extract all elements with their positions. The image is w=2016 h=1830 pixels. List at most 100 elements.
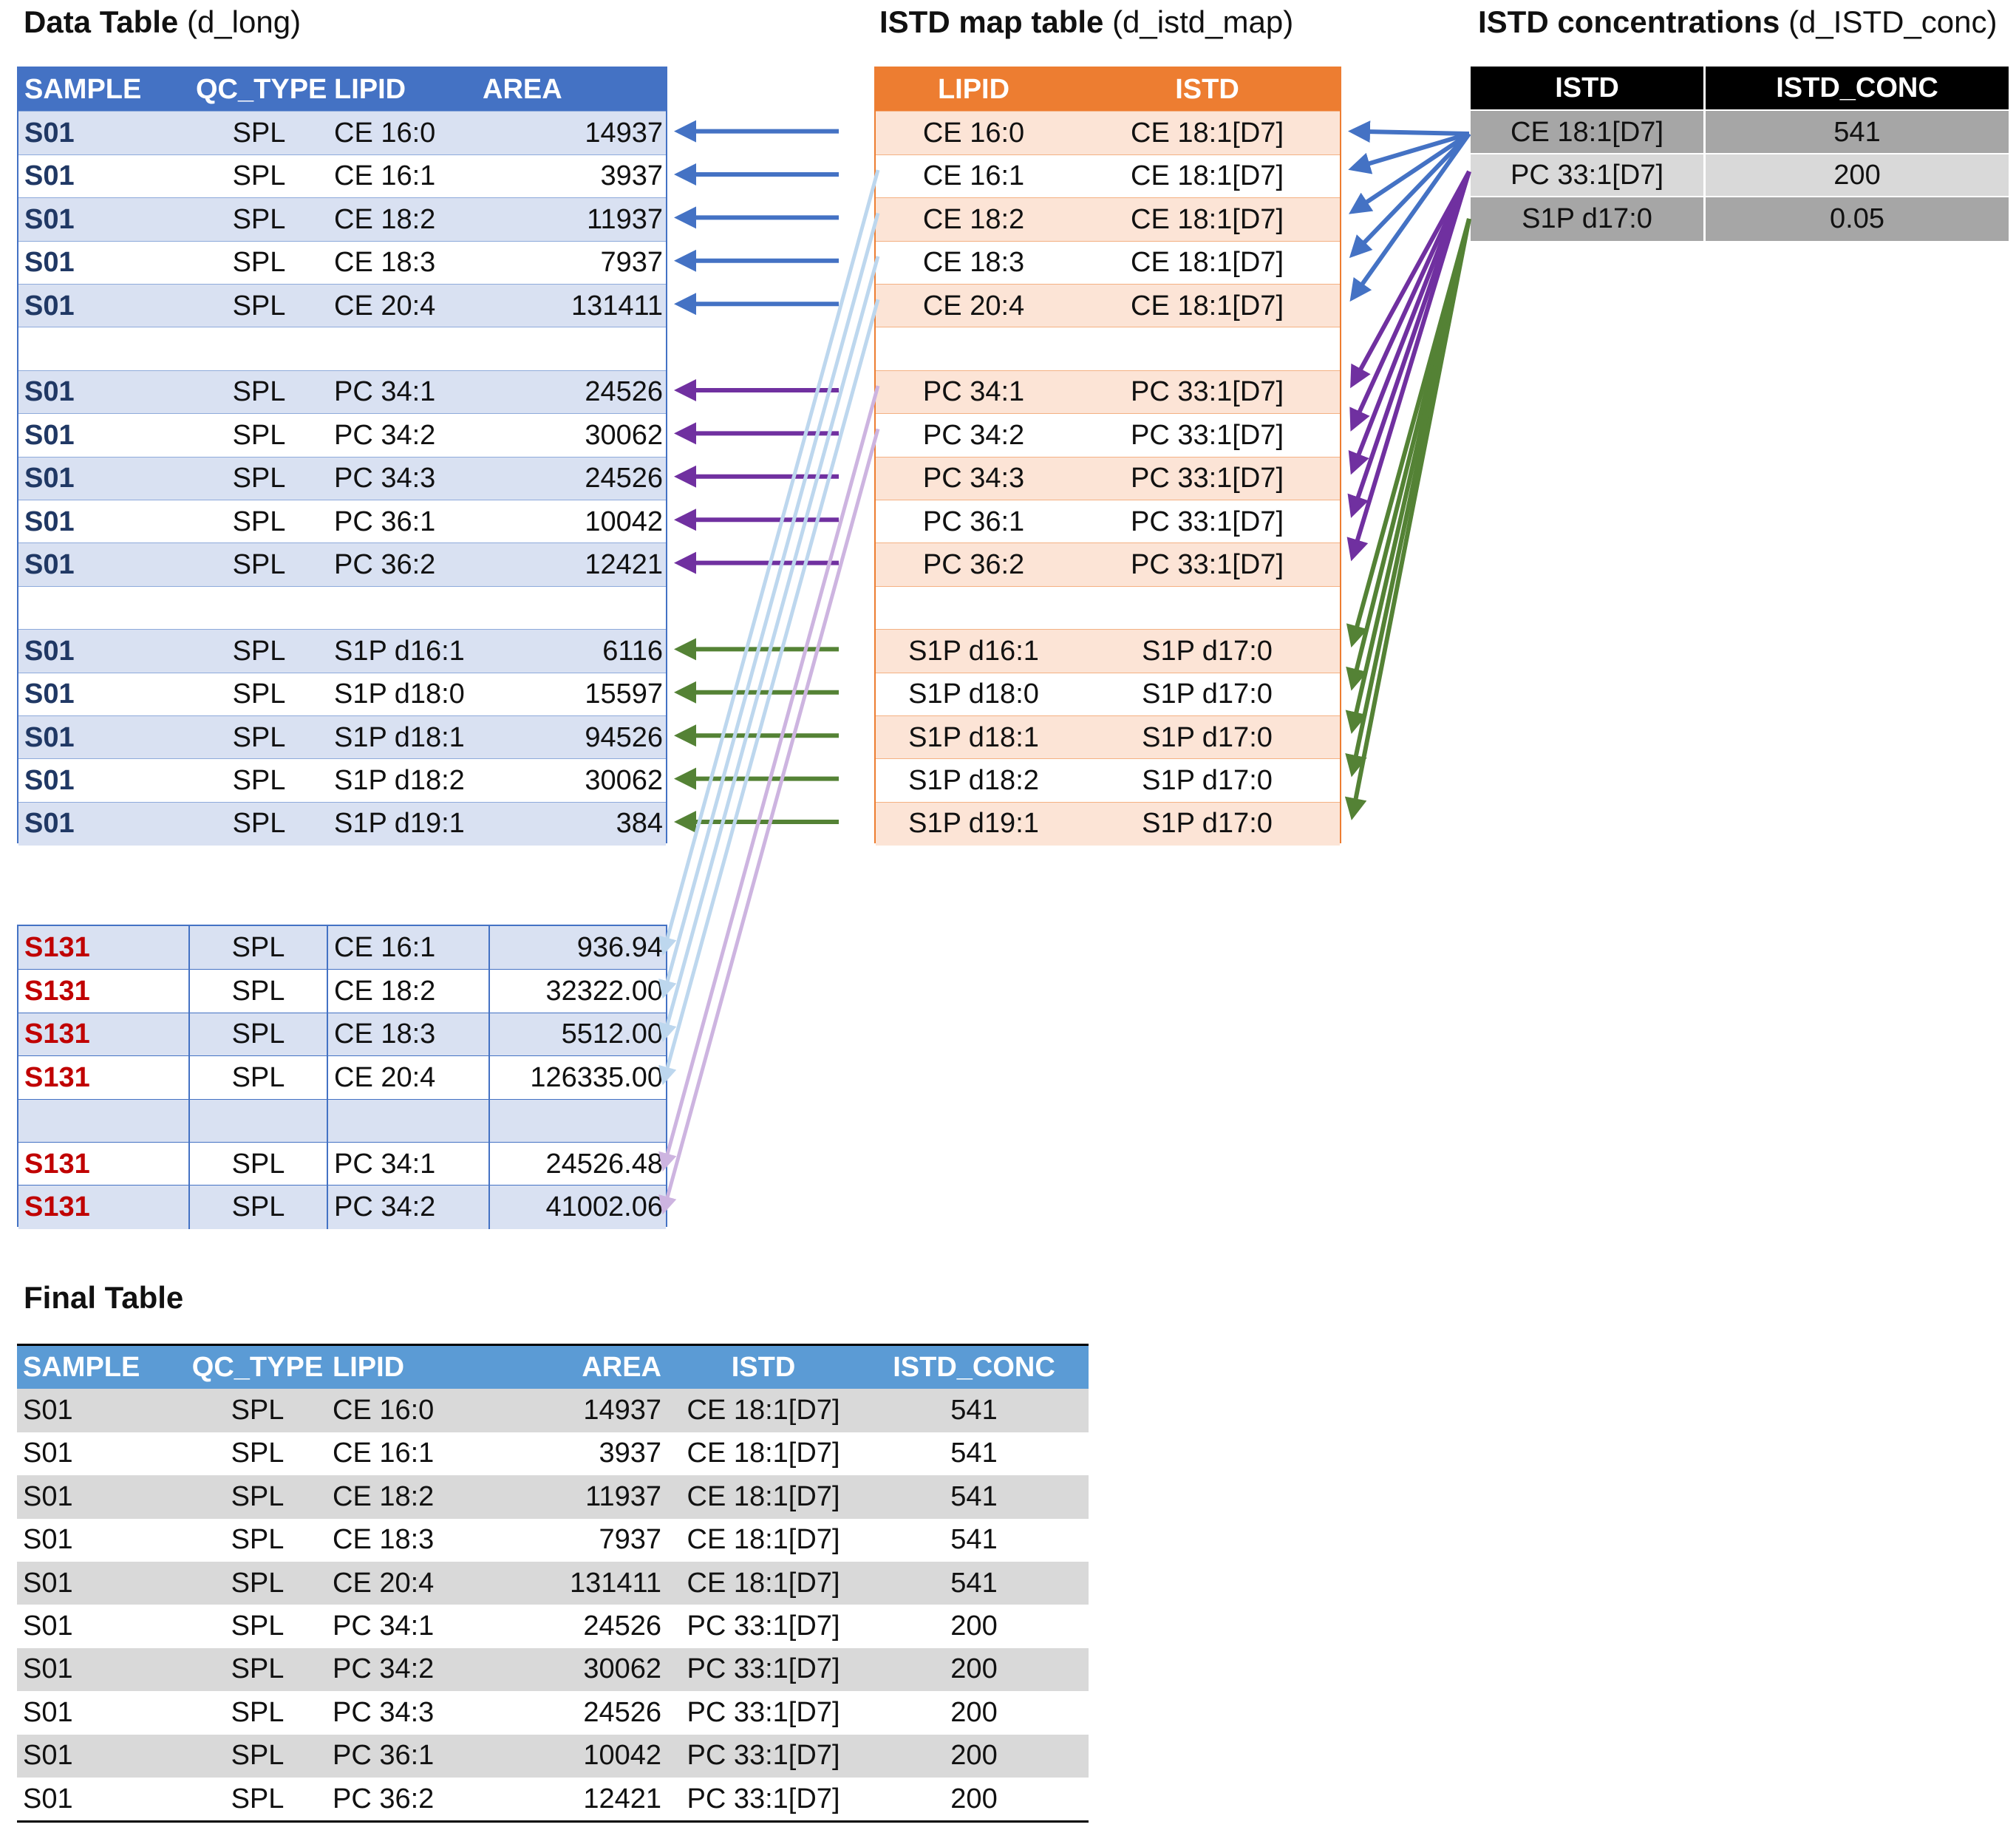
data-table-s131-cell-sample: S131 xyxy=(18,1186,190,1229)
data-table-cell-lipid: PC 36:1 xyxy=(334,506,436,537)
map-table-cell-lipid: S1P d16:1 xyxy=(908,635,1039,667)
map-table-header-row: LIPID ISTD xyxy=(876,68,1340,112)
final-table-cell-istd: PC 33:1[D7] xyxy=(687,1740,840,1772)
data-table-cell-sample: S01 xyxy=(24,203,75,235)
map-table-row: PC 36:1 PC 33:1[D7] xyxy=(876,500,1340,544)
conc-table-title-bold: ISTD concentrations xyxy=(1478,4,1780,39)
final-table-cell-qc-type: SPL xyxy=(231,1740,285,1772)
map-table-row: S1P d19:1 S1P d17:0 xyxy=(876,801,1340,846)
map-table-cell-istd: CE 18:1[D7] xyxy=(1131,203,1284,235)
data-table-cell-qc-type: SPL xyxy=(232,808,286,840)
final-table-cell-lipid: CE 16:1 xyxy=(333,1438,435,1469)
data-table-cell-lipid: CE 16:0 xyxy=(334,118,436,149)
conc-table-cell-istd: S1P d17:0 xyxy=(1471,197,1706,241)
data-table-s131-row: S131 SPL CE 18:2 32322.00 xyxy=(18,969,666,1013)
data-table-s131-cell-area: 936.94 xyxy=(576,931,663,963)
final-table-cell-lipid: CE 16:0 xyxy=(333,1395,435,1426)
data-table-s131-cell-lipid: PC 34:2 xyxy=(328,1186,490,1229)
map-table-row: S1P d18:2 S1P d17:0 xyxy=(876,758,1340,803)
data-table: SAMPLE QC_TYPE LIPID AREA S01 SPL CE 16:0 14937… xyxy=(17,67,669,846)
data-table-row: S01 SPL S1P d18:0 15597 xyxy=(18,672,666,716)
data-table-cell-lipid: CE 16:1 xyxy=(334,160,436,192)
final-table-cell-qc-type: SPL xyxy=(231,1783,285,1814)
conc-to-map-arrow xyxy=(1349,170,1471,432)
final-table-row: S01 SPL PC 36:2 12421 PC 33:1[D7] 200 xyxy=(17,1778,1089,1821)
data-table-cell-sample: S01 xyxy=(24,160,75,192)
data-table-cell-qc-type xyxy=(190,327,328,370)
data-table-s131-cell-area: 24526.48 xyxy=(545,1148,664,1180)
data-table-s131-cell-lipid: PC 34:1 xyxy=(328,1143,490,1186)
final-table-cell-istd: PC 33:1[D7] xyxy=(687,1653,840,1685)
final-table-cell-istd-conc: 541 xyxy=(950,1438,998,1469)
data-table-s131-cell-area: 5512.00 xyxy=(561,1018,663,1050)
map-table-cell-istd: S1P d17:0 xyxy=(1142,678,1273,710)
conc-to-map-arrow xyxy=(1345,218,1471,735)
data-table-cell-qc-type: SPL xyxy=(232,376,286,408)
map-table-cell-lipid: PC 34:1 xyxy=(922,376,1025,408)
data-table-row: S01 SPL PC 34:1 24526 xyxy=(18,370,666,415)
data-table-row: S01 SPL PC 34:2 30062 xyxy=(18,413,666,458)
data-table-cell-sample: S01 xyxy=(24,765,75,797)
final-table-cell-qc-type: SPL xyxy=(231,1438,285,1469)
final-table-cell-sample: S01 xyxy=(23,1783,73,1814)
conc-to-map-arrow xyxy=(1348,170,1471,475)
data-table-cell-lipid: CE 18:2 xyxy=(334,203,436,235)
final-table-cell-lipid: PC 36:2 xyxy=(333,1783,435,1814)
final-table-cell-istd-conc: 541 xyxy=(950,1480,998,1512)
data-table-cell-lipid: PC 36:2 xyxy=(334,549,436,581)
final-table-cell-qc-type: SPL xyxy=(231,1567,285,1599)
map-table-cell-lipid: CE 20:4 xyxy=(922,290,1025,322)
final-table-cell-istd: CE 18:1[D7] xyxy=(687,1480,840,1512)
map-table-cell-lipid: S1P d19:1 xyxy=(908,808,1039,840)
final-table-cell-sample: S01 xyxy=(23,1696,73,1728)
conc-to-map-arrow xyxy=(1347,171,1471,518)
data-table-cell-sample: S01 xyxy=(24,808,75,840)
data-table-cell-qc-type: SPL xyxy=(232,506,286,537)
final-table-cell-istd: PC 33:1[D7] xyxy=(687,1696,840,1728)
data-table-s131-cell-lipid: CE 20:4 xyxy=(328,1056,490,1100)
map-table-row: PC 34:1 PC 33:1[D7] xyxy=(876,370,1340,415)
data-table-cell-qc-type: SPL xyxy=(232,203,286,235)
conc-to-map-arrow xyxy=(1346,171,1471,562)
final-table-cell-lipid: CE 18:2 xyxy=(333,1480,435,1512)
data-table-s131-row: S131 SPL CE 16:1 936.94 xyxy=(18,926,666,970)
data-table-cell-area: 384 xyxy=(616,808,663,840)
data-table-row: S01 SPL CE 16:1 3937 xyxy=(18,154,666,199)
final-table-header-istd: ISTD xyxy=(731,1351,796,1383)
conc-table-cell-istd-conc: 0.05 xyxy=(1830,203,1884,234)
data-table-cell-sample: S01 xyxy=(24,678,75,710)
conc-table-cell-istd-conc: 541 xyxy=(1833,117,1881,149)
data-table-s131-cell-lipid: CE 16:1 xyxy=(328,926,490,970)
map-table-cell-lipid: S1P d18:0 xyxy=(908,678,1039,710)
data-table-cell-sample: S01 xyxy=(24,376,75,408)
data-table-cell-lipid: PC 34:2 xyxy=(334,419,436,451)
istd-conc-table: ISTD ISTD_CONC CE 18:1[D7] 541 PC 33:1[D7] 20… xyxy=(1471,67,2009,241)
final-table-cell-sample: S01 xyxy=(23,1610,73,1642)
data-table-s131-cell-sample: S131 xyxy=(18,1056,190,1100)
data-table-cell-sample: S01 xyxy=(24,635,75,667)
final-table-cell-istd: CE 18:1[D7] xyxy=(687,1524,840,1556)
data-table-cell-area xyxy=(490,327,669,370)
data-table-cell-area: 10042 xyxy=(585,506,663,537)
conc-table-header-istd-conc: ISTD_CONC xyxy=(1776,72,1938,103)
data-table-s131-cell-sample: S131 xyxy=(18,1013,190,1057)
final-table-row: S01 SPL PC 34:3 24526 PC 33:1[D7] 200 xyxy=(17,1691,1089,1735)
data-table-cell-sample: S01 xyxy=(24,118,75,149)
data-table-cell-qc-type: SPL xyxy=(232,635,286,667)
conc-to-map-arrow xyxy=(1348,120,1470,143)
map-to-s131-arrow xyxy=(658,428,880,1215)
map-to-s131-arrow xyxy=(658,385,880,1172)
final-table-row: S01 SPL PC 36:1 10042 PC 33:1[D7] 200 xyxy=(17,1734,1089,1778)
data-table-cell-qc-type: SPL xyxy=(232,549,286,581)
map-table-title: ISTD map table (d_istd_map) xyxy=(879,3,1293,41)
conc-to-map-arrow xyxy=(1345,218,1471,778)
map-table-title-bold: ISTD map table xyxy=(879,4,1104,39)
data-table-cell-lipid: S1P d18:0 xyxy=(334,678,465,710)
data-table-s131-cell-qc-type xyxy=(190,1099,328,1143)
data-table-title: Data Table (d_long) xyxy=(24,3,301,41)
final-table-cell-istd-conc: 200 xyxy=(950,1610,998,1642)
data-table-s131-cell-area xyxy=(490,1100,669,1143)
data-table-cell-lipid xyxy=(328,587,490,630)
data-table-cell-lipid: S1P d18:2 xyxy=(334,765,465,797)
map-table-cell-istd: CE 18:1[D7] xyxy=(1131,118,1284,149)
